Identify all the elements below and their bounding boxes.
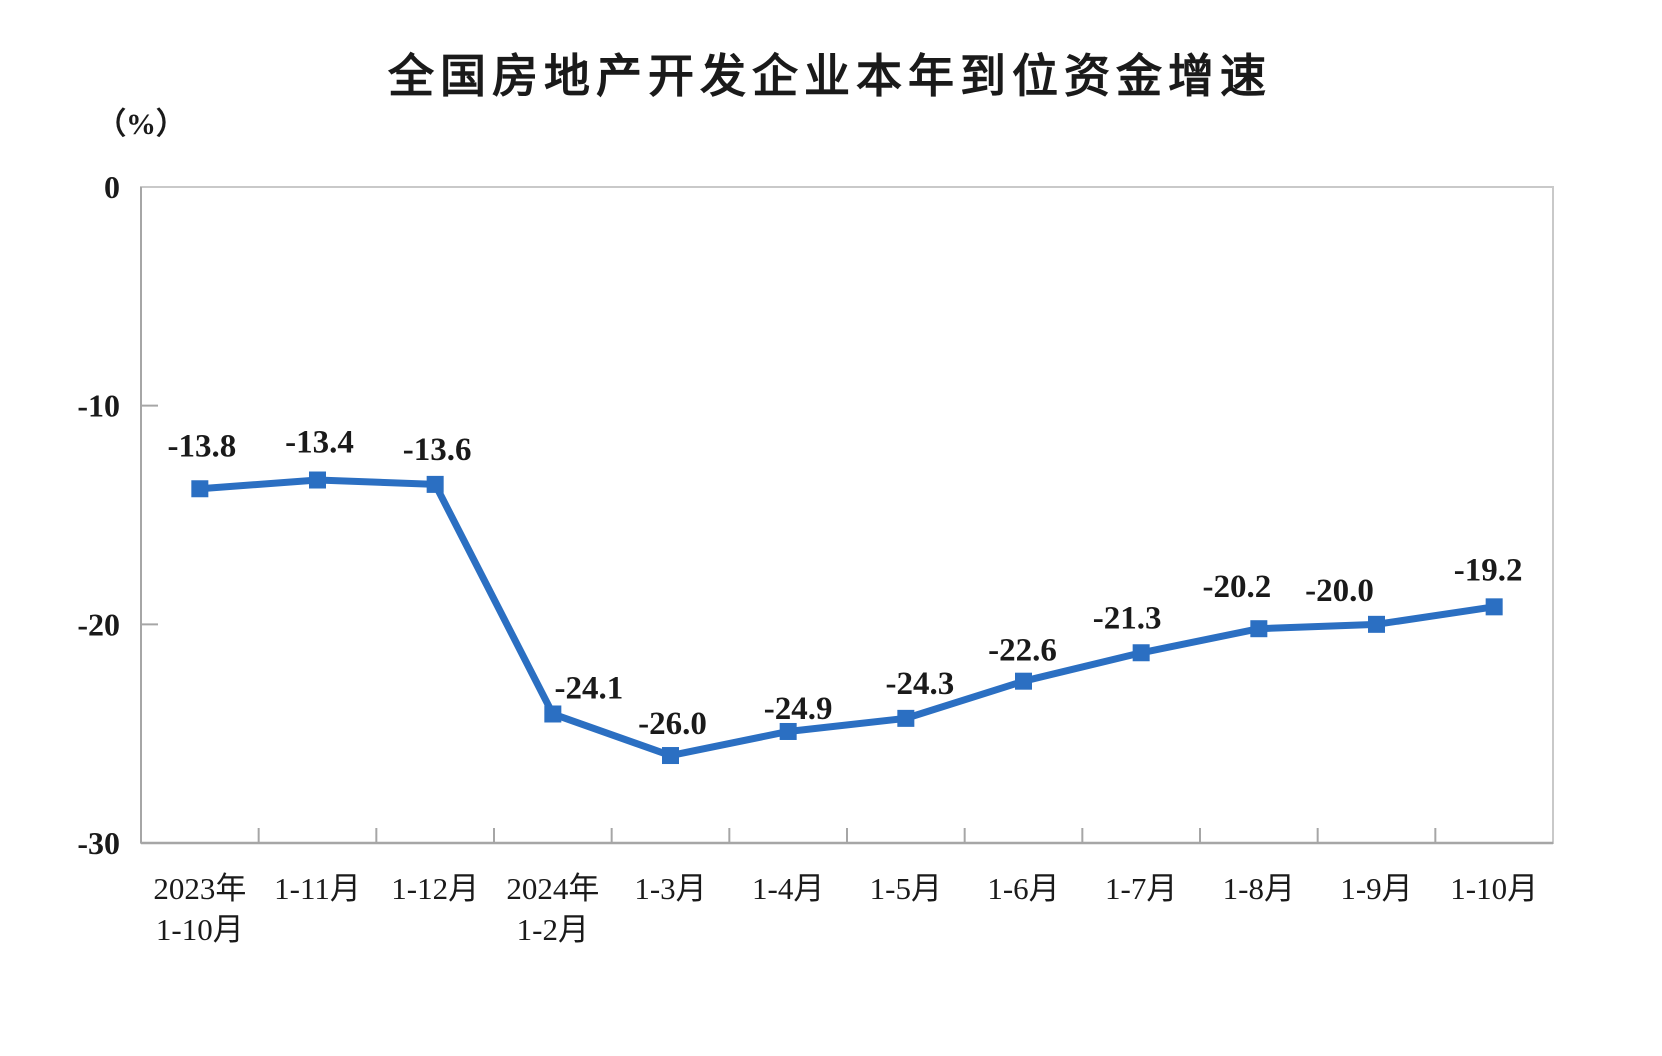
x-axis-tick-label: 1-7月 bbox=[1105, 871, 1177, 906]
y-axis-unit-label: （%） bbox=[96, 107, 186, 141]
data-point-marker bbox=[191, 480, 209, 498]
y-axis-tick-label: -20 bbox=[77, 606, 120, 642]
x-axis-tick-label: 1-12月 bbox=[391, 871, 479, 906]
data-point-marker bbox=[1015, 672, 1032, 690]
data-point-label: -24.3 bbox=[885, 666, 954, 702]
x-axis-tick-label: 1-8月 bbox=[1223, 871, 1295, 906]
data-point-marker bbox=[426, 475, 444, 493]
x-axis-tick-label: 1-5月 bbox=[870, 871, 942, 906]
x-axis-tick-label: 1-10月 bbox=[156, 912, 244, 947]
chart-title: 全国房地产开发企业本年到位资金增速 bbox=[387, 50, 1272, 102]
data-point-marker bbox=[1250, 620, 1268, 638]
x-axis-tick-label: 1-10月 bbox=[1450, 871, 1538, 906]
data-point-marker bbox=[309, 471, 326, 489]
y-axis-tick-label: -10 bbox=[77, 388, 120, 424]
data-point-label: -13.4 bbox=[285, 425, 354, 461]
x-axis-tick-label: 1-2月 bbox=[517, 912, 589, 947]
data-point-label: -21.3 bbox=[1093, 600, 1162, 636]
data-point-marker bbox=[897, 709, 915, 727]
plot-border bbox=[140, 186, 1554, 844]
y-axis-tick-label: -30 bbox=[77, 825, 120, 861]
y-axis-tick-label: 0 bbox=[104, 169, 120, 205]
data-point-label: -20.2 bbox=[1202, 569, 1271, 605]
data-point-label: -26.0 bbox=[638, 706, 707, 742]
data-point-marker bbox=[662, 747, 679, 765]
x-axis-tick-label: 2024年 bbox=[506, 871, 599, 906]
x-axis-tick-label: 1-4月 bbox=[752, 871, 824, 906]
data-point-label: -24.1 bbox=[554, 670, 623, 706]
data-point-label: -24.9 bbox=[764, 691, 833, 727]
data-point-marker bbox=[1485, 598, 1503, 616]
data-series-line bbox=[196, 476, 1498, 760]
plot-area: 0 -10 -20 -30 2023年 1-10月 1-11月 1-12月 2024年 1-2月 1… bbox=[77, 169, 1554, 947]
x-axis-tick-label: 1-6月 bbox=[987, 871, 1059, 906]
data-point-label: -13.8 bbox=[167, 428, 236, 464]
data-point-marker bbox=[1132, 644, 1150, 662]
data-point-marker bbox=[544, 705, 562, 723]
x-axis-tick-label: 1-3月 bbox=[634, 871, 706, 906]
data-point-marker bbox=[1368, 615, 1385, 633]
data-point-label: -19.2 bbox=[1454, 552, 1523, 588]
x-axis-tick-label: 2023年 bbox=[153, 871, 246, 906]
data-point-marker bbox=[779, 722, 797, 740]
data-point-label: -22.6 bbox=[988, 633, 1057, 669]
data-point-label: -20.0 bbox=[1305, 573, 1374, 609]
x-axis-tick-label: 1-9月 bbox=[1340, 871, 1412, 906]
x-axis-tick-label: 1-11月 bbox=[274, 871, 361, 906]
data-point-label: -13.6 bbox=[403, 432, 472, 468]
